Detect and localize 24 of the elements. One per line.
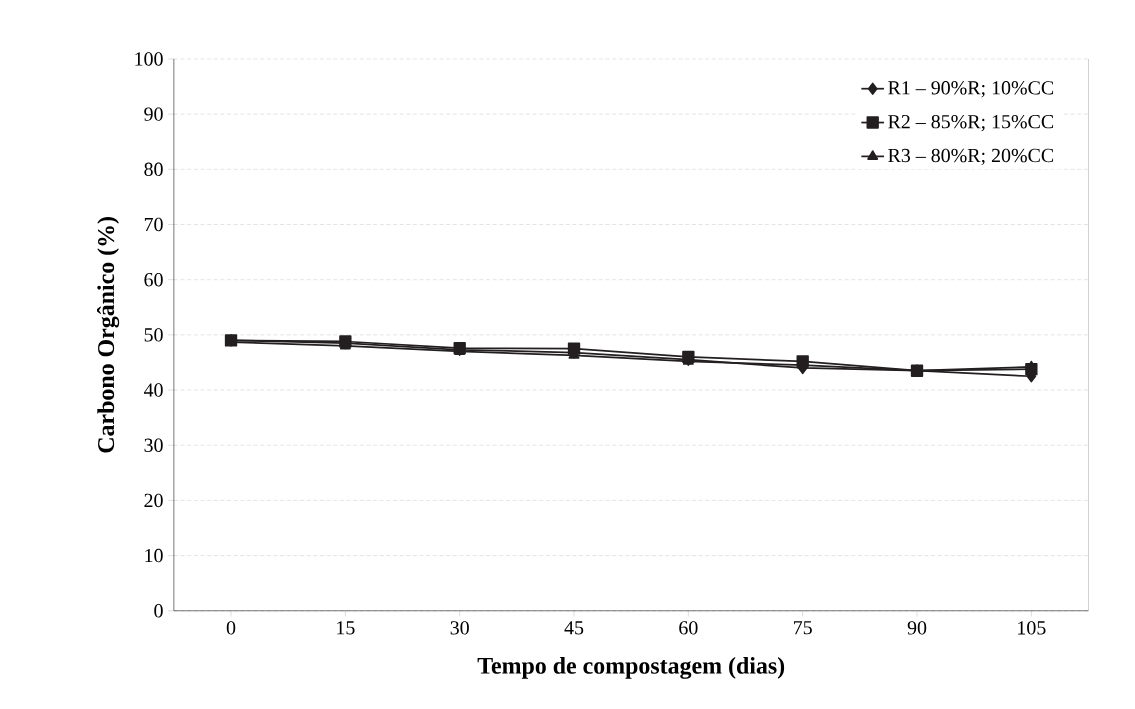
x-tick-label: 15 — [337, 621, 355, 635]
y-tick-label: 50 — [144, 328, 163, 342]
legend-label: R2 – 85%R; 15%CC — [888, 114, 1054, 132]
y-axis-title: Carbono Orgânico (%) — [97, 217, 120, 453]
x-tick-label: 105 — [1018, 621, 1046, 635]
x-axis-title: Tempo de compostagem (dias) — [477, 656, 785, 679]
y-tick-label: 60 — [144, 272, 163, 287]
legend-label: R1 – 90%R; 10%CC — [888, 81, 1054, 98]
y-tick-label: 100 — [135, 52, 163, 66]
y-tick-label: 10 — [145, 548, 163, 563]
x-tick-label: 75 — [794, 621, 812, 635]
x-tick-label: 45 — [564, 621, 584, 635]
y-tick-label: 0 — [154, 604, 163, 618]
x-tick-label: 30 — [450, 621, 469, 635]
y-tick-label: 30 — [144, 438, 163, 452]
legend-label: R3 – 80%R; 20%CC — [888, 148, 1054, 166]
x-tick-label: 0 — [226, 621, 236, 635]
x-tick-label: 60 — [679, 621, 698, 635]
y-tick-label: 90 — [144, 107, 163, 121]
y-tick-label: 70 — [144, 217, 163, 232]
y-tick-label: 20 — [144, 493, 163, 508]
x-tick-label: 90 — [907, 621, 927, 635]
y-tick-label: 40 — [143, 383, 163, 397]
y-tick-label: 80 — [144, 162, 163, 177]
